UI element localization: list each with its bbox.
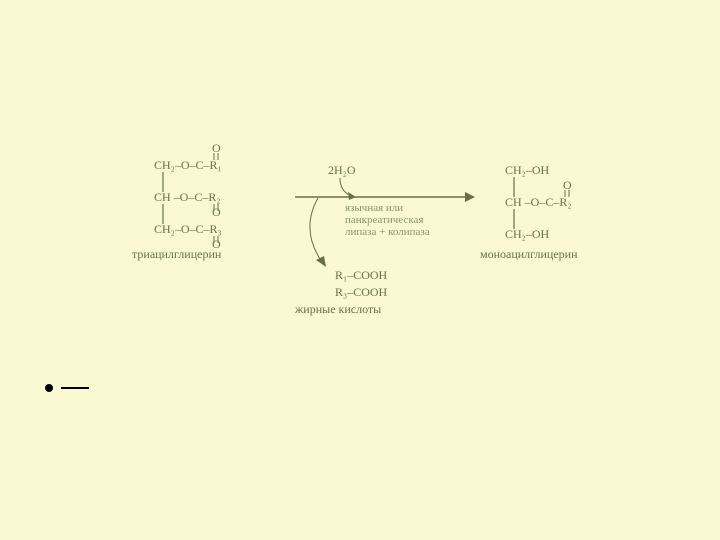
reactant-line-1: CH₂–O–C–R₁ — [154, 158, 222, 173]
product-line-3: CH₂–OH — [505, 227, 549, 242]
fatty-acids-label: жирные кислоты — [295, 302, 381, 317]
enzyme-line-1: язычная или — [345, 202, 403, 214]
product-line-2: CH –O–C–R₂ — [505, 195, 572, 210]
reactant-line-2: CH –O–C–R₂ — [154, 190, 221, 205]
enzyme-line-2: панкреатическая — [345, 214, 424, 226]
slide-indicator-line — [61, 387, 89, 389]
product-oxygen: O — [563, 178, 572, 193]
reactant-line-3: CH₂–O–C–R₃ — [154, 222, 222, 237]
product-line-1: CH₂–OH — [505, 163, 549, 178]
product-label: моноацилглицерин — [480, 247, 578, 262]
enzyme-line-3: липаза + колипаза — [345, 226, 430, 238]
reactant-label: триацилглицерин — [132, 247, 221, 262]
reactant-oxygen-2: O — [212, 205, 221, 220]
slide-indicator — [45, 379, 89, 397]
fatty-acid-1: R₁–COOH — [335, 268, 387, 283]
reactant-oxygen-1: O — [212, 141, 221, 156]
slide-indicator-dot — [45, 384, 53, 392]
fatty-acid-2: R₃–COOH — [335, 285, 387, 300]
water-label: 2H₂O — [328, 163, 356, 178]
